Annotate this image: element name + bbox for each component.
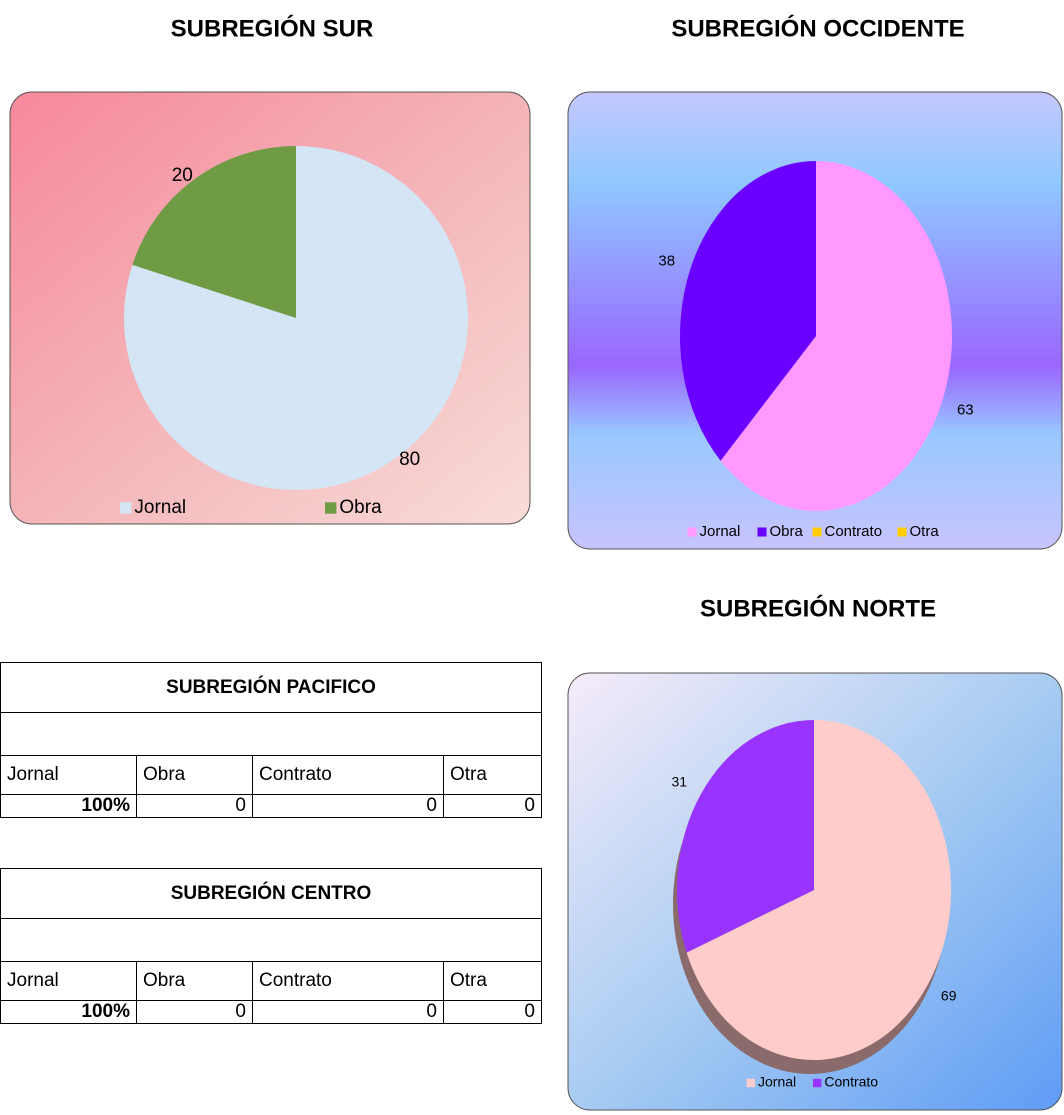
cell: Contrato (252, 755, 444, 795)
legend-swatch (813, 1078, 822, 1088)
cell: Jornal (0, 961, 137, 1001)
cell: Jornal (0, 755, 137, 795)
legend-swatch (757, 527, 767, 537)
pie-slice (686, 720, 952, 1060)
table-title: SUBREGIÓN PACIFICO (0, 662, 542, 713)
legend-swatch (746, 1078, 755, 1088)
data-label: 80 (399, 449, 420, 470)
table-pacifico: SUBREGIÓN PACIFICO Jornal Obra Contrato Otr… (0, 662, 542, 818)
cell: Contrato (252, 961, 444, 1001)
table-centro: SUBREGIÓN CENTRO Jornal Obra Contrato Otra … (0, 868, 542, 1024)
legend-swatch (897, 527, 907, 537)
data-label: 20 (172, 165, 193, 186)
pie-slice (132, 145, 296, 318)
data-label: 31 (672, 774, 688, 790)
pie-slice (677, 719, 814, 953)
data-label: 69 (941, 988, 957, 1004)
cell: 0 (136, 1000, 253, 1024)
cell: 0 (136, 794, 253, 818)
legend-swatch (687, 527, 697, 537)
cell: Otra (443, 961, 542, 1001)
cell: Otra (443, 755, 542, 795)
legend-label: Otra (910, 523, 940, 540)
cell: 100% (0, 1000, 137, 1024)
legend-label: Contrato (825, 523, 883, 540)
legend-label: Obra (770, 523, 804, 540)
legend-swatch (120, 502, 132, 514)
data-label: 38 (658, 253, 675, 270)
data-label: 63 (957, 401, 974, 418)
chart-title: SUBREGIÓN NORTE (700, 594, 936, 622)
legend-label: Contrato (824, 1074, 878, 1090)
legend-label: Jornal (758, 1074, 796, 1090)
cell: Obra (136, 755, 253, 795)
legend-label: Jornal (134, 497, 186, 518)
pie-slice (679, 161, 816, 461)
legend-label: Jornal (700, 523, 741, 540)
legend-label: Obra (339, 497, 382, 518)
cell: 100% (0, 794, 137, 818)
cell: 0 (252, 1000, 444, 1024)
cell: 0 (252, 794, 444, 818)
cell: 0 (443, 794, 542, 818)
chart-title: SUBREGIÓN OCCIDENTE (671, 14, 964, 42)
cell: 0 (443, 1000, 542, 1024)
legend-swatch (812, 527, 822, 537)
legend-swatch (325, 502, 337, 514)
cell: Obra (136, 961, 253, 1001)
chart-title: SUBREGIÓN SUR (171, 14, 374, 42)
table-title: SUBREGIÓN CENTRO (0, 868, 542, 919)
pie-slice (720, 161, 952, 512)
